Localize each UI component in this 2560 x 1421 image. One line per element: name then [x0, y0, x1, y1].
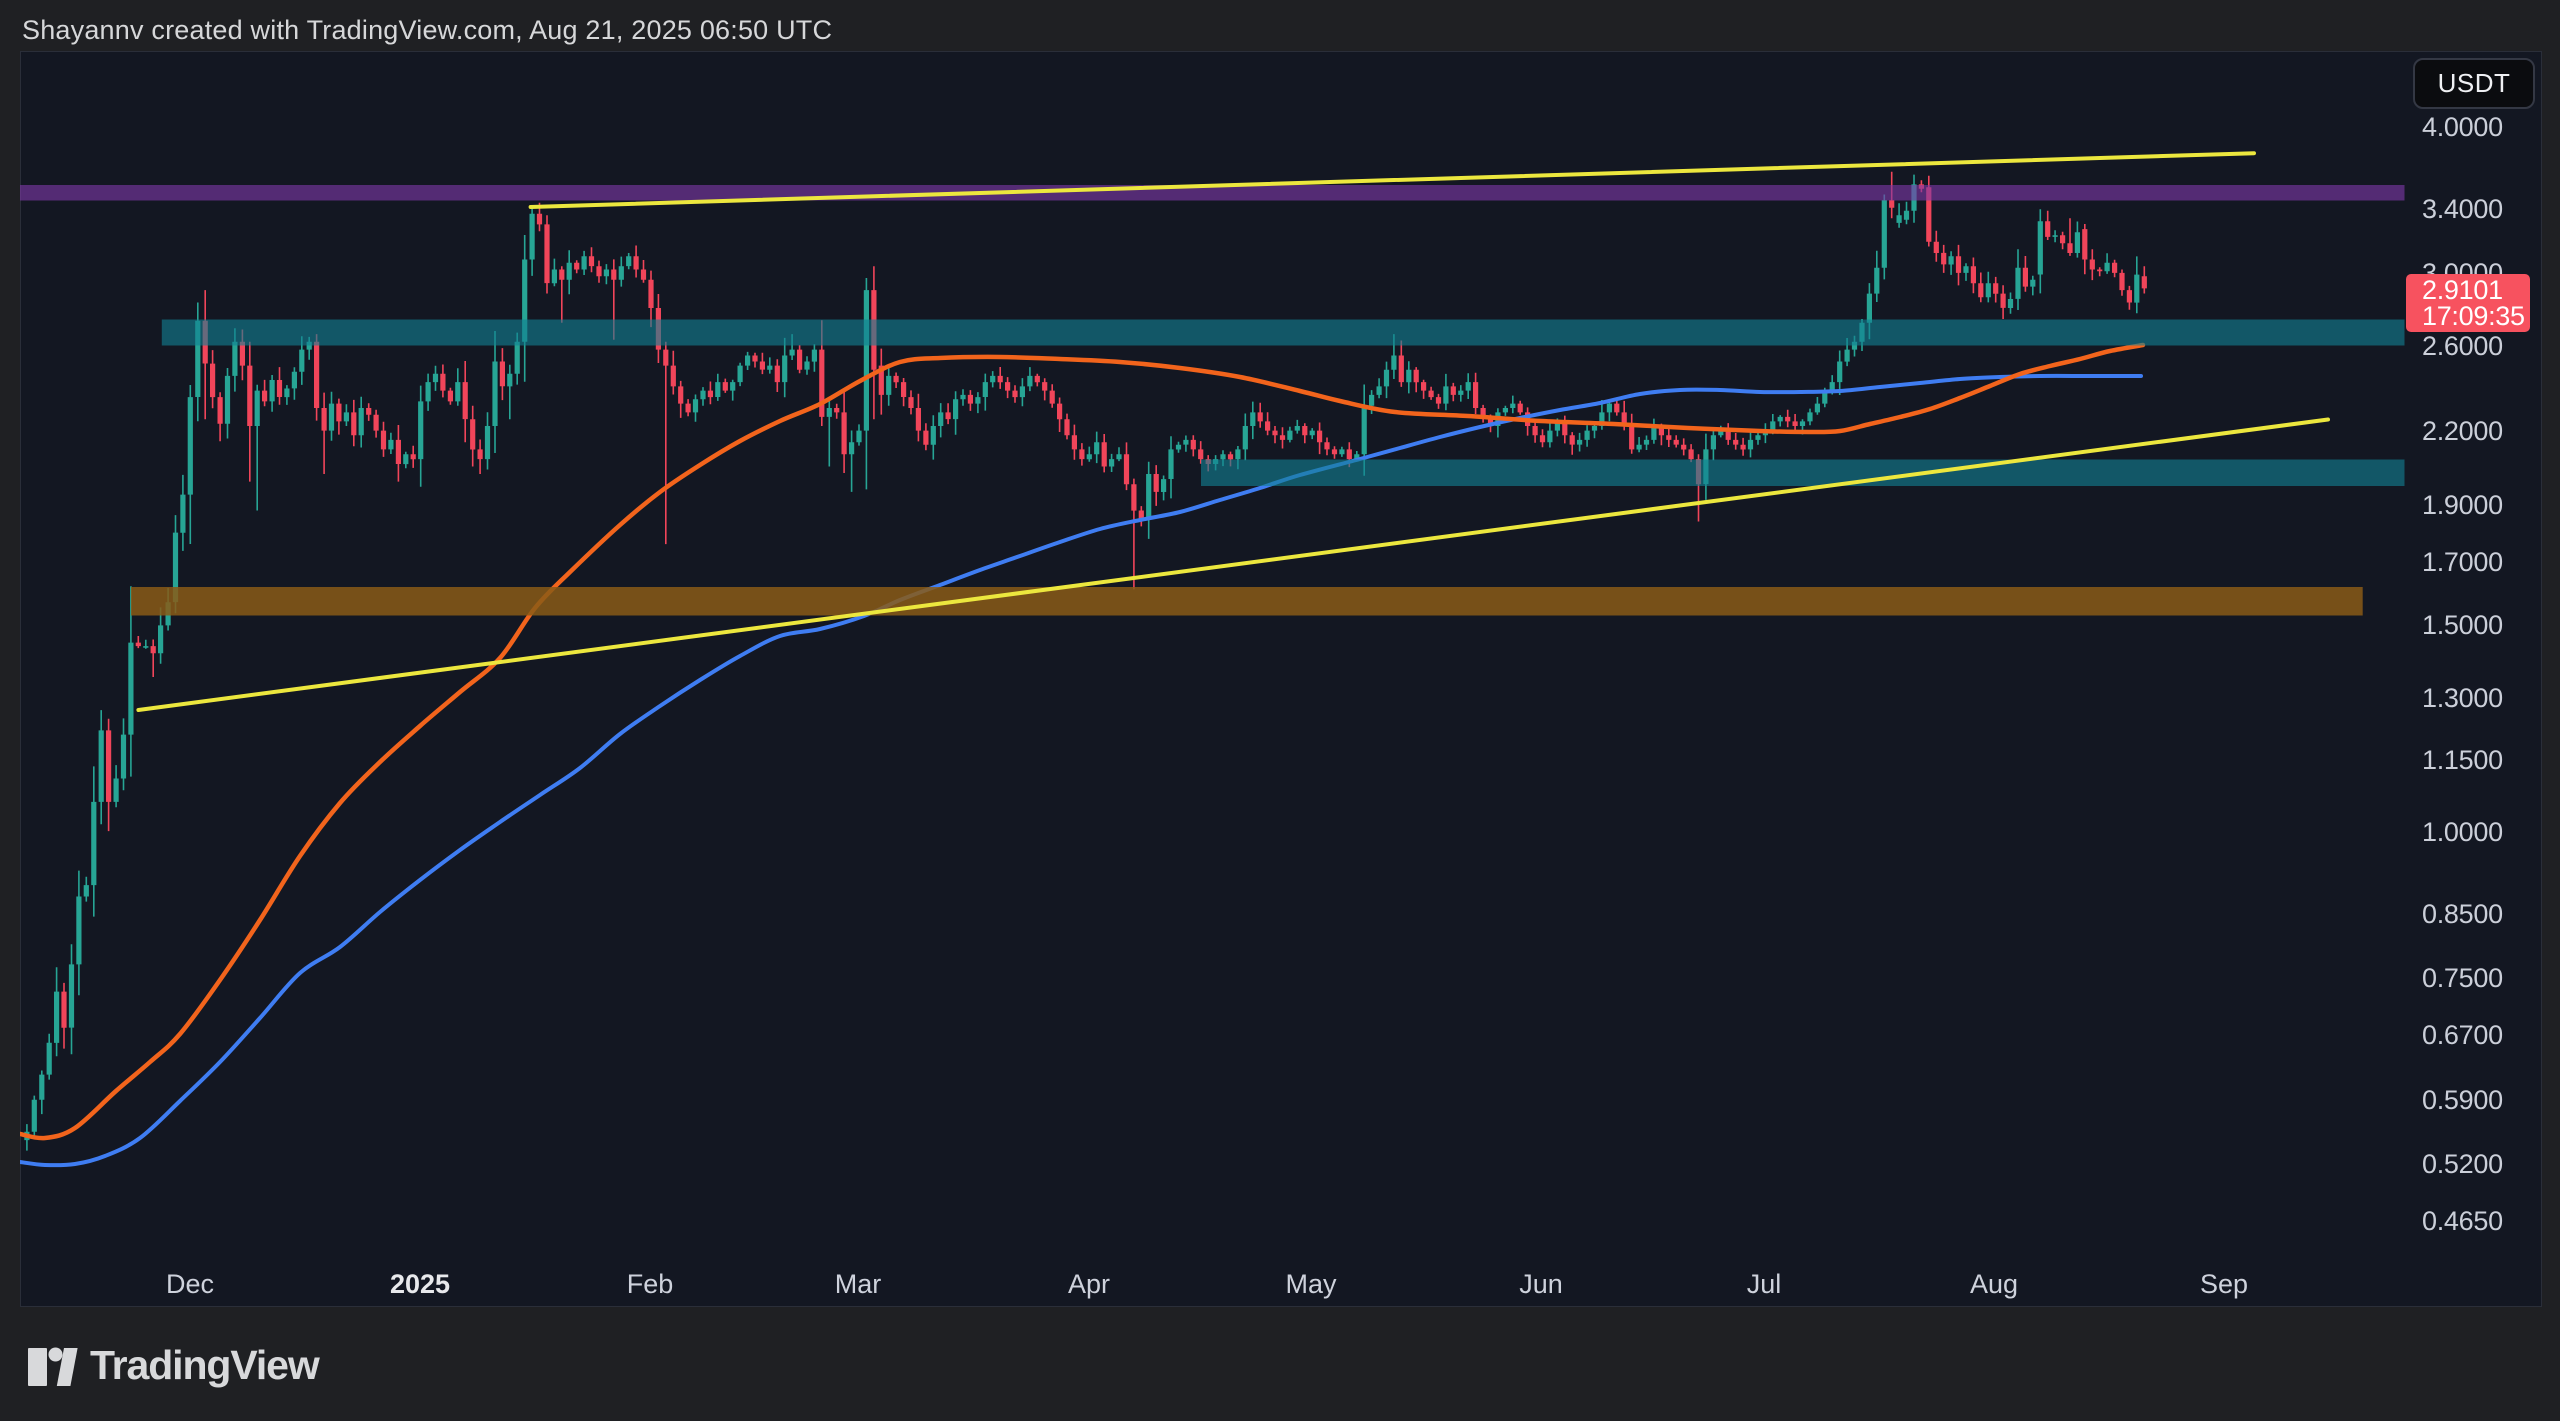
svg-text:TradingView: TradingView: [90, 1342, 320, 1388]
